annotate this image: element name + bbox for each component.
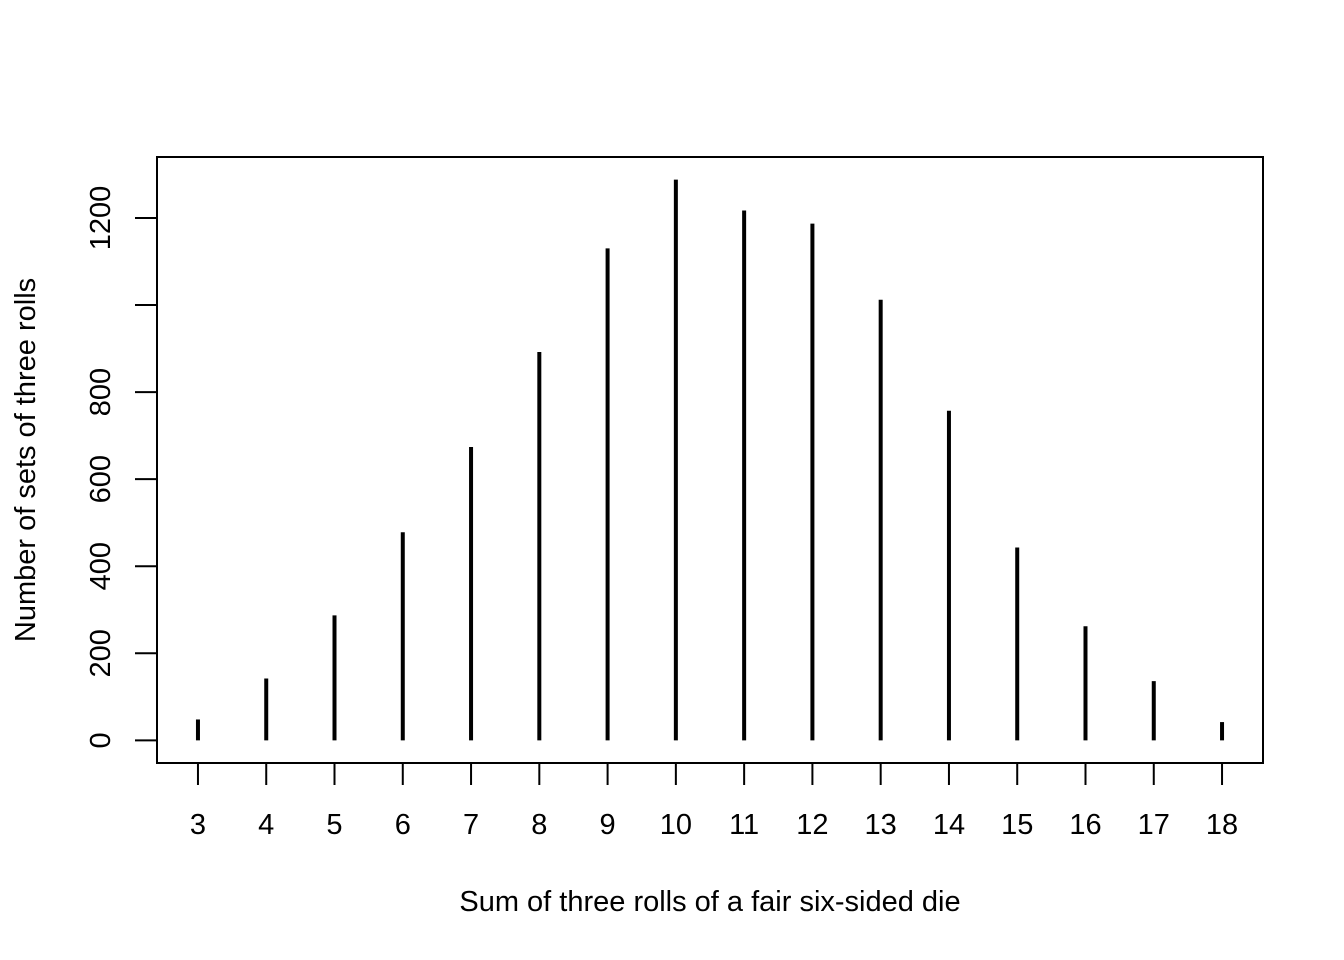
y-tick-label: 0 (85, 732, 117, 748)
x-tick-label: 7 (463, 809, 479, 841)
x-tick-label: 9 (600, 809, 616, 841)
x-axis-title: Sum of three rolls of a fair six-sided d… (459, 886, 960, 918)
spike-series (195, 179, 1225, 741)
x-tick-label: 17 (1138, 809, 1170, 841)
x-tick-label: 10 (660, 809, 692, 841)
y-axis: 0 200 400 600 800 1200 (85, 186, 158, 748)
x-tick-label: 6 (395, 809, 411, 841)
x-axis: 3 4 5 6 7 8 9 10 11 12 13 14 15 16 17 18 (190, 762, 1238, 841)
x-tick-label: 4 (258, 809, 274, 841)
x-tick-label: 18 (1206, 809, 1238, 841)
x-tick-label: 13 (865, 809, 897, 841)
x-tick-label: 15 (1001, 809, 1033, 841)
x-tick-label: 8 (531, 809, 547, 841)
x-tick-label: 3 (190, 809, 206, 841)
x-tick-label: 14 (933, 809, 965, 841)
y-tick-label: 600 (85, 455, 117, 503)
y-tick-label: 1200 (85, 186, 117, 251)
y-axis-title: Number of sets of three rolls (10, 278, 42, 642)
x-tick-label: 12 (796, 809, 828, 841)
y-tick-label: 400 (85, 542, 117, 590)
y-tick-label: 800 (85, 368, 117, 416)
x-tick-label: 5 (326, 809, 342, 841)
x-tick-label: 11 (729, 809, 759, 841)
y-tick-label: 200 (85, 629, 117, 677)
x-tick-label: 16 (1069, 809, 1101, 841)
plot-frame (156, 156, 1264, 764)
